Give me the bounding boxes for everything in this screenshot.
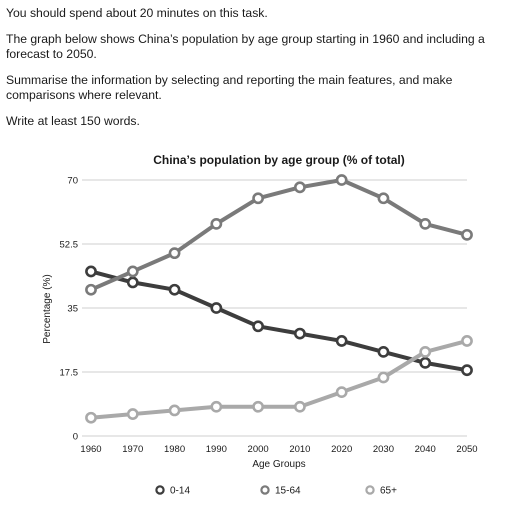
legend-label-15-64: 15-64 — [275, 486, 301, 497]
y-axis-label: Percentage (%) — [42, 274, 53, 343]
series-point-65+-2020 — [335, 386, 348, 399]
legend-marker-15-64 — [260, 485, 270, 495]
series-point-15-64-1980 — [168, 247, 181, 260]
series-point-65+-1990 — [210, 400, 223, 413]
task-instruction-time: You should spend about 20 minutes on thi… — [6, 6, 268, 20]
x-tick-label-9: 2050 — [456, 444, 477, 455]
x-tick-label-4: 2000 — [248, 444, 269, 455]
series-point-0-14-1990 — [210, 302, 223, 314]
series-point-0-14-2050 — [461, 364, 473, 377]
series-point-65+-1960 — [85, 411, 97, 424]
series-point-0-14-2030 — [377, 345, 390, 358]
y-axis-ticks: 0 17.5 35 52.5 70 — [60, 176, 79, 443]
x-axis-label: Age Groups — [252, 459, 305, 470]
legend-label-0-14: 0-14 — [170, 486, 190, 497]
chart-gridlines — [82, 179, 467, 437]
x-tick-label-3: 1990 — [206, 444, 227, 455]
x-tick-label-6: 2020 — [331, 444, 352, 455]
series-point-65+-2000 — [252, 400, 265, 413]
series-point-15-64-1990 — [210, 217, 223, 230]
x-tick-label-0: 1960 — [80, 444, 101, 455]
series-point-15-64-2010 — [293, 181, 306, 194]
x-tick-label-1: 1970 — [122, 444, 143, 455]
series-point-65+-2050 — [461, 335, 473, 347]
series-point-15-64-1960 — [85, 283, 97, 296]
series-point-15-64-2050 — [461, 228, 473, 241]
y-tick-label-2: 35 — [67, 304, 78, 315]
series-point-15-64-2040 — [419, 217, 432, 230]
series-point-0-14-2000 — [252, 320, 265, 333]
series-line-15-64 — [89, 178, 469, 292]
y-tick-label-4: 70 — [67, 176, 78, 187]
y-tick-label-0: 0 — [73, 432, 78, 443]
chart-title: China’s population by age group (% of to… — [153, 153, 405, 167]
series-line-65+ — [89, 338, 469, 420]
series-point-15-64-2000 — [252, 192, 265, 205]
series-point-0-14-2040 — [419, 356, 432, 369]
series-point-65+-1970 — [126, 408, 139, 420]
legend-marker-0-14 — [155, 485, 165, 495]
series-point-15-64-1970 — [126, 265, 139, 278]
x-tick-label-7: 2030 — [373, 444, 394, 455]
x-tick-label-8: 2040 — [415, 444, 436, 455]
task-instruction-description: The graph below shows China’s population… — [6, 31, 485, 62]
series-point-0-14-2010 — [293, 327, 306, 340]
series-point-15-64-2030 — [377, 192, 390, 205]
y-tick-label-1: 17.5 — [60, 368, 79, 379]
x-tick-label-2: 1980 — [164, 444, 185, 455]
series-point-0-14-2020 — [335, 335, 348, 347]
legend-marker-65+ — [365, 485, 375, 495]
series-point-65+-2010 — [293, 400, 306, 413]
task-instruction-word-count: Write at least 150 words. — [6, 113, 140, 128]
chart-legend: 0-14 15-64 65+ — [155, 485, 397, 497]
series-point-65+-2030 — [377, 371, 390, 384]
task-instructions: You should spend about 20 minutes on thi… — [6, 6, 508, 139]
y-tick-label-3: 52.5 — [60, 240, 79, 251]
legend-label-65+: 65+ — [380, 486, 397, 497]
series-point-65+-2040 — [419, 345, 432, 358]
series-point-65+-1980 — [168, 404, 181, 417]
series-point-0-14-1980 — [168, 283, 181, 296]
chart-series — [85, 174, 473, 424]
series-point-0-14-1970 — [126, 276, 139, 289]
task-instruction-summarise: Summarise the information by selecting a… — [6, 72, 453, 103]
x-axis-ticks: 1960 1970 1980 1990 2000 2010 2020 2030 2040 2050 — [80, 444, 477, 455]
x-tick-label-5: 2010 — [289, 444, 310, 455]
series-point-15-64-2020 — [335, 174, 348, 186]
series-point-0-14-1960 — [85, 265, 97, 278]
series-line-0-14 — [89, 269, 469, 373]
